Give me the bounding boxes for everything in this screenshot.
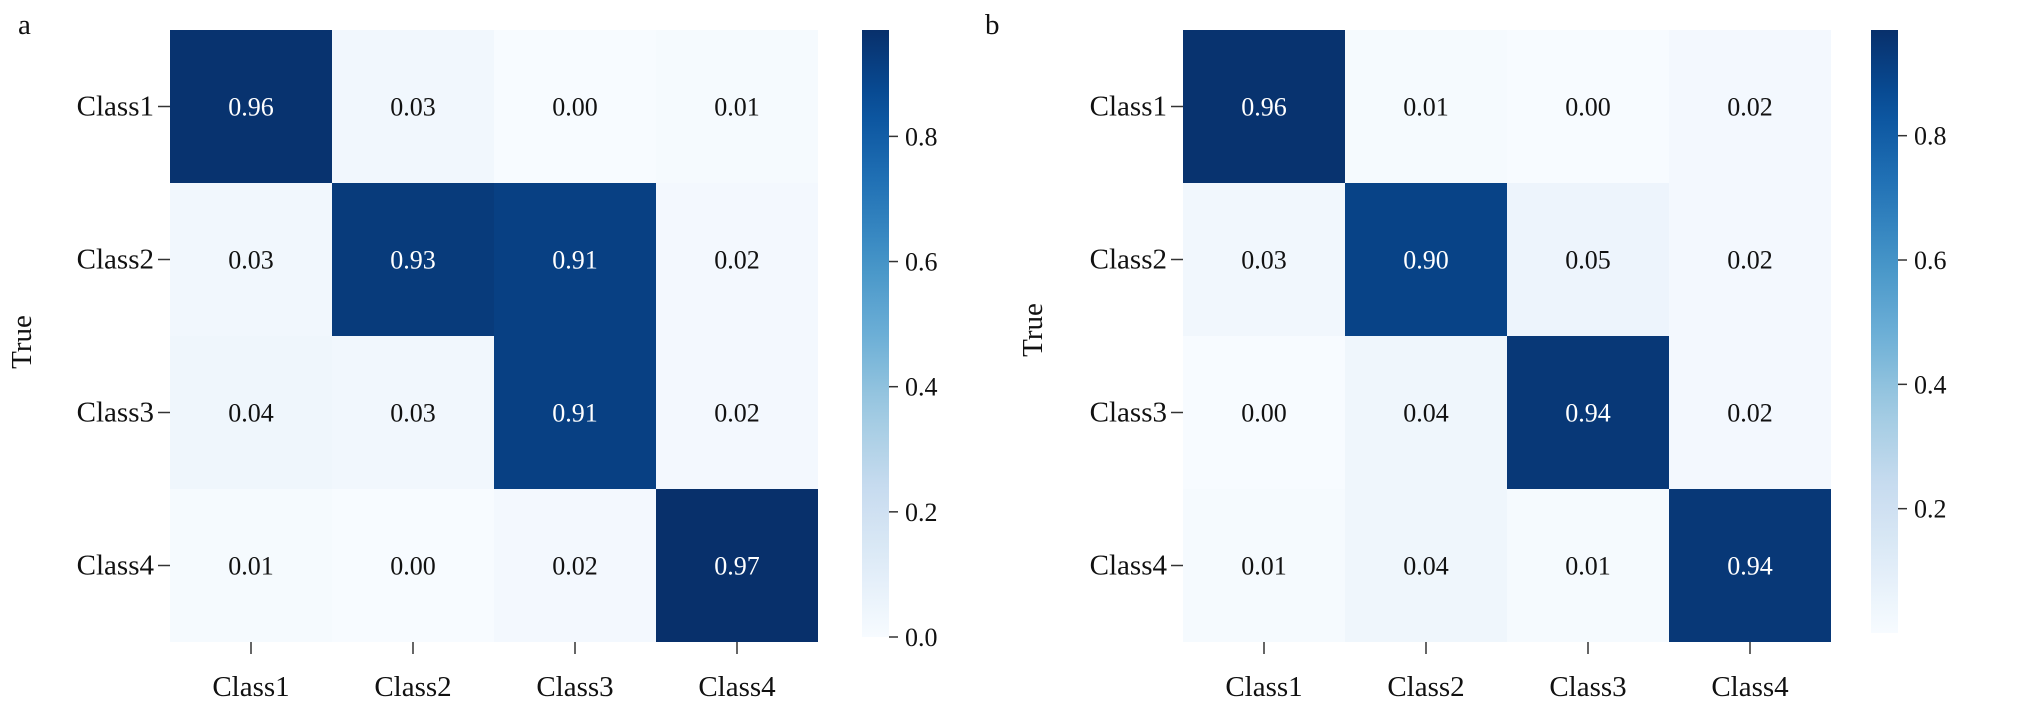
heatmap-cell	[1183, 30, 1345, 183]
heatmap-cell	[170, 183, 332, 336]
heatmap-cell	[1345, 183, 1507, 336]
heatmap-panel-b: b True 0.96 0.01 0.00 0.02 0.03 0.90 0.05 0.02 0…	[985, 9, 1947, 703]
heatmap-cell	[1345, 489, 1507, 642]
colorbar-tick-label: 0.2	[1914, 495, 1947, 524]
x-tick-label: Class4	[698, 671, 776, 703]
colorbar-tick-label: 0.4	[1914, 370, 1947, 399]
cell-value-label: 0.96	[228, 93, 274, 122]
cell-value-label: 0.04	[228, 399, 274, 428]
cell-value-label: 0.01	[1403, 93, 1449, 122]
heatmap-cell	[1507, 489, 1669, 642]
heatmap-cell	[170, 336, 332, 489]
y-tick-label: Class4	[77, 550, 155, 582]
y-tick-label: Class1	[1090, 91, 1167, 123]
colorbar-tick-label: 0.6	[1914, 246, 1947, 275]
heatmap-cell	[1507, 336, 1669, 489]
cell-value-label: 0.03	[390, 93, 436, 122]
x-tick-label: Class2	[374, 671, 451, 703]
cell-value-label: 0.94	[1727, 552, 1773, 581]
colorbar-tick-label: 0.2	[905, 498, 938, 527]
heatmap-cell	[1669, 30, 1831, 183]
cell-value-label: 0.02	[552, 552, 598, 581]
colorbar-tick-label: 0.6	[905, 248, 938, 277]
y-tick-label: Class3	[77, 397, 154, 429]
cell-value-label: 0.05	[1565, 246, 1611, 275]
heatmap-cell	[332, 489, 494, 642]
x-tick-label: Class4	[1711, 671, 1789, 703]
heatmap-cell	[332, 336, 494, 489]
cell-value-label: 0.00	[390, 552, 436, 581]
heatmap-cell	[656, 489, 818, 642]
heatmap-cell	[170, 489, 332, 642]
cell-value-label: 0.04	[1403, 552, 1449, 581]
cell-value-label: 0.01	[228, 552, 274, 581]
y-tick-label: Class1	[77, 91, 154, 123]
cell-value-label: 0.97	[714, 552, 760, 581]
cell-value-label: 0.00	[1565, 93, 1611, 122]
heatmap-cell	[494, 336, 656, 489]
y-axis-title: True	[1017, 303, 1049, 357]
y-tick-label: Class2	[1090, 244, 1167, 276]
heatmap-cell	[656, 336, 818, 489]
cell-value-label: 0.00	[1241, 399, 1287, 428]
y-axis-title: True	[6, 315, 38, 369]
cell-value-label: 0.02	[1727, 399, 1773, 428]
colorbar	[862, 30, 889, 637]
cell-value-label: 0.94	[1565, 399, 1611, 428]
heatmap-cell	[1669, 489, 1831, 642]
heatmap-cell	[332, 183, 494, 336]
cell-value-label: 0.96	[1241, 93, 1287, 122]
heatmap-cell	[494, 489, 656, 642]
cell-value-label: 0.91	[552, 246, 598, 275]
cell-value-label: 0.04	[1403, 399, 1449, 428]
colorbar	[1871, 30, 1898, 633]
cell-value-label: 0.00	[552, 93, 598, 122]
heatmap-cell	[1669, 336, 1831, 489]
cell-value-label: 0.03	[228, 246, 274, 275]
colorbar-tick-label: 0.8	[905, 122, 938, 151]
cell-value-label: 0.93	[390, 246, 436, 275]
cell-value-label: 0.01	[1565, 552, 1611, 581]
colorbar-tick-label: 0.0	[905, 623, 938, 652]
heatmap-cell	[1345, 30, 1507, 183]
colorbar-tick-label: 0.8	[1914, 122, 1947, 151]
x-tick-label: Class3	[536, 671, 613, 703]
cell-value-label: 0.02	[714, 246, 760, 275]
heatmap-cell	[332, 30, 494, 183]
heatmap-cell	[494, 30, 656, 183]
x-tick-label: Class1	[1225, 671, 1302, 703]
cell-value-label: 0.01	[714, 93, 760, 122]
heatmap-cell	[656, 30, 818, 183]
heatmap-cell	[1183, 183, 1345, 336]
x-tick-label: Class1	[212, 671, 289, 703]
heatmap-cell	[1183, 489, 1345, 642]
cell-value-label: 0.91	[552, 399, 598, 428]
heatmap-cell	[656, 183, 818, 336]
panel-label: b	[985, 9, 1000, 41]
cell-value-label: 0.03	[1241, 246, 1287, 275]
cell-value-label: 0.02	[1727, 246, 1773, 275]
heatmap-cell	[1507, 183, 1669, 336]
heatmap-cell	[1669, 183, 1831, 336]
y-tick-label: Class2	[77, 244, 154, 276]
heatmap-cell	[1507, 30, 1669, 183]
heatmap-cell	[494, 183, 656, 336]
colorbar-tick-label: 0.4	[905, 373, 938, 402]
cell-value-label: 0.01	[1241, 552, 1287, 581]
x-tick-label: Class2	[1387, 671, 1464, 703]
y-tick-label: Class3	[1090, 397, 1167, 429]
cell-value-label: 0.90	[1403, 246, 1449, 275]
heatmap-cell	[1345, 336, 1507, 489]
heatmap-cell	[1183, 336, 1345, 489]
cell-value-label: 0.03	[390, 399, 436, 428]
panel-label: a	[18, 9, 31, 41]
cell-value-label: 0.02	[714, 399, 760, 428]
cell-value-label: 0.02	[1727, 93, 1773, 122]
x-tick-label: Class3	[1549, 671, 1626, 703]
heatmap-panel-a: a True 0.96 0.03 0.00 0.01 0.03 0.93 0.91 0.02 0…	[6, 9, 938, 703]
heatmap-cell	[170, 30, 332, 183]
y-tick-label: Class4	[1090, 550, 1168, 582]
